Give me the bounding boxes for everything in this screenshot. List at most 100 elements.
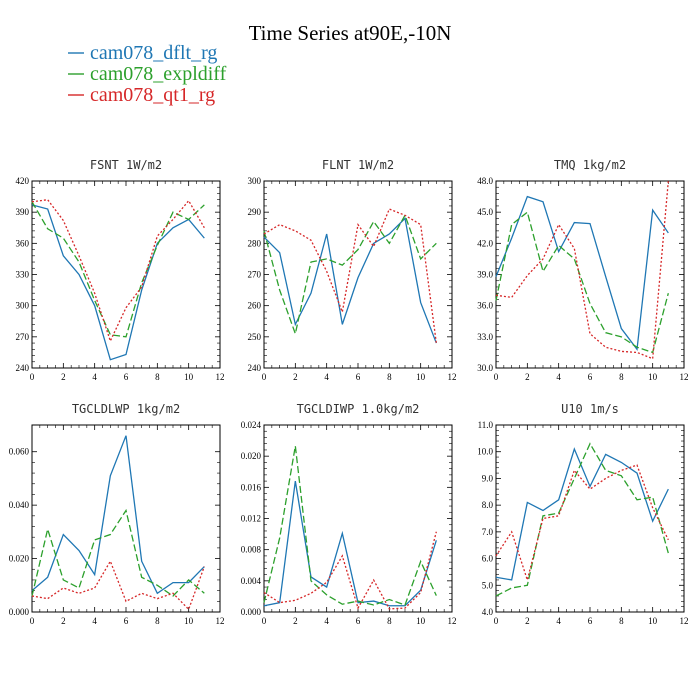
series-line-cam078_dflt_rg bbox=[263, 217, 437, 344]
y-tick-label: 280 bbox=[248, 238, 262, 248]
series-line-cam078_expldiff bbox=[495, 442, 669, 597]
x-tick-label: 8 bbox=[155, 616, 160, 626]
x-tick-label: 12 bbox=[448, 372, 457, 382]
y-tick-label: 420 bbox=[16, 176, 30, 186]
x-tick-label: 0 bbox=[262, 616, 267, 626]
x-tick-label: 4 bbox=[556, 372, 561, 382]
x-tick-label: 6 bbox=[356, 616, 361, 626]
x-tick-label: 4 bbox=[556, 616, 561, 626]
y-tick-label: 270 bbox=[16, 332, 30, 342]
x-tick-label: 8 bbox=[619, 616, 624, 626]
series-line-cam078_expldiff bbox=[263, 213, 437, 337]
x-tick-label: 2 bbox=[293, 616, 298, 626]
panel-title: FLNT 1W/m2 bbox=[322, 158, 394, 172]
y-tick-label: 330 bbox=[16, 270, 30, 280]
plot-frame bbox=[263, 424, 453, 613]
series-line-cam078_dflt_rg bbox=[495, 195, 669, 351]
series-line-cam078_dflt_rg bbox=[263, 480, 437, 607]
series-line-cam078_qt1_rg bbox=[495, 464, 669, 583]
y-tick-label: 250 bbox=[248, 332, 262, 342]
x-tick-label: 0 bbox=[30, 616, 35, 626]
y-tick-label: 45.0 bbox=[477, 207, 493, 217]
x-tick-label: 0 bbox=[494, 616, 499, 626]
legend-label: cam078_dflt_rg bbox=[90, 42, 217, 64]
figure-title: Time Series at90E,-10N bbox=[249, 21, 452, 45]
x-tick-label: 6 bbox=[124, 616, 129, 626]
y-tick-label: 300 bbox=[248, 176, 262, 186]
series-line-cam078_qt1_rg bbox=[31, 199, 205, 343]
y-tick-label: 260 bbox=[248, 301, 262, 311]
y-tick-label: 270 bbox=[248, 270, 262, 280]
series-line-cam078_qt1_rg bbox=[263, 208, 437, 344]
x-tick-label: 0 bbox=[494, 372, 499, 382]
x-tick-label: 6 bbox=[124, 372, 129, 382]
y-tick-label: 30.0 bbox=[477, 363, 493, 373]
chart-panel: FSNT 1W/m2 0 2 4 6 8 10 12 240 270 300 330 360 390 420 bbox=[16, 158, 225, 382]
panel-title: TGCLDIWP 1.0kg/m2 bbox=[297, 402, 420, 416]
x-tick-label: 2 bbox=[525, 372, 530, 382]
x-tick-label: 6 bbox=[588, 372, 593, 382]
chart-panel: FLNT 1W/m2 0 2 4 6 8 10 12 240 250 260 270 280 290 300 bbox=[248, 158, 457, 382]
x-tick-label: 12 bbox=[216, 372, 225, 382]
y-tick-label: 9.0 bbox=[482, 473, 494, 483]
series-line-cam078_qt1_rg bbox=[495, 180, 669, 360]
y-tick-label: 290 bbox=[248, 207, 262, 217]
x-tick-label: 2 bbox=[61, 616, 66, 626]
y-tick-label: 0.012 bbox=[241, 514, 261, 524]
y-tick-label: 0.000 bbox=[9, 607, 30, 617]
x-tick-label: 10 bbox=[416, 372, 426, 382]
y-tick-label: 6.0 bbox=[482, 554, 494, 564]
chart-panel: TGCLDLWP 1kg/m2 0 2 4 6 8 10 12 0.000 0.020 0.040 0… bbox=[9, 402, 225, 626]
x-tick-label: 6 bbox=[588, 616, 593, 626]
series-line-cam078_dflt_rg bbox=[31, 204, 205, 361]
series-line-cam078_expldiff bbox=[263, 445, 437, 606]
x-tick-label: 4 bbox=[92, 616, 97, 626]
series-line-cam078_dflt_rg bbox=[31, 435, 205, 595]
legend-label: cam078_qt1_rg bbox=[90, 84, 215, 106]
y-tick-label: 0.020 bbox=[9, 554, 30, 564]
chart-panel: TMQ 1kg/m2 0 2 4 6 8 10 12 30.0 33.0 36.0 39.0 42.0 4… bbox=[477, 158, 688, 382]
chart-panel: U10 1m/s 0 2 4 6 8 10 12 4.0 5.0 6.0 7.0 8.0 9.0 10.0 1… bbox=[477, 402, 688, 626]
panels-grid: FSNT 1W/m20 2 4 6 8 10 12240270300330360390420… bbox=[9, 158, 689, 626]
y-tick-label: 0.040 bbox=[9, 500, 30, 510]
x-tick-label: 10 bbox=[648, 372, 658, 382]
series-line-cam078_expldiff bbox=[495, 211, 669, 354]
x-tick-label: 0 bbox=[262, 372, 267, 382]
x-tick-label: 10 bbox=[184, 372, 194, 382]
chart-panel: TGCLDIWP 1.0kg/m2 0 2 4 6 8 10 12 0.000 0.004 0.00… bbox=[241, 402, 457, 626]
x-tick-label: 12 bbox=[680, 372, 689, 382]
x-tick-label: 10 bbox=[184, 616, 194, 626]
x-tick-label: 8 bbox=[619, 372, 624, 382]
y-tick-label: 11.0 bbox=[478, 420, 494, 430]
x-tick-label: 8 bbox=[387, 616, 392, 626]
legend-label: cam078_expldiff bbox=[90, 63, 227, 85]
y-tick-label: 10.0 bbox=[477, 447, 493, 457]
y-tick-label: 240 bbox=[16, 363, 30, 373]
y-tick-label: 0.024 bbox=[241, 420, 262, 430]
series-line-cam078_qt1_rg bbox=[31, 559, 205, 611]
plot-frame bbox=[31, 180, 221, 369]
y-tick-label: 0.016 bbox=[241, 482, 262, 492]
legend: cam078_dflt_rgcam078_expldiffcam078_qt1_… bbox=[68, 42, 227, 106]
x-tick-label: 4 bbox=[324, 372, 329, 382]
y-tick-label: 0.020 bbox=[241, 451, 262, 461]
y-tick-label: 5.0 bbox=[482, 580, 494, 590]
series-line-cam078_expldiff bbox=[31, 201, 205, 338]
y-tick-label: 390 bbox=[16, 207, 30, 217]
x-tick-label: 2 bbox=[61, 372, 66, 382]
series-line-cam078_qt1_rg bbox=[263, 531, 437, 610]
y-tick-label: 0.060 bbox=[9, 447, 30, 457]
panel-title: U10 1m/s bbox=[561, 402, 619, 416]
series-line-cam078_expldiff bbox=[31, 508, 205, 597]
y-tick-label: 300 bbox=[16, 301, 30, 311]
y-tick-label: 8.0 bbox=[482, 500, 494, 510]
panel-title: TGCLDLWP 1kg/m2 bbox=[72, 402, 180, 416]
y-tick-label: 39.0 bbox=[477, 270, 493, 280]
x-tick-label: 12 bbox=[448, 616, 457, 626]
x-tick-label: 4 bbox=[92, 372, 97, 382]
y-tick-label: 7.0 bbox=[482, 527, 494, 537]
x-tick-label: 0 bbox=[30, 372, 35, 382]
panel-title: FSNT 1W/m2 bbox=[90, 158, 162, 172]
x-tick-label: 2 bbox=[525, 616, 530, 626]
